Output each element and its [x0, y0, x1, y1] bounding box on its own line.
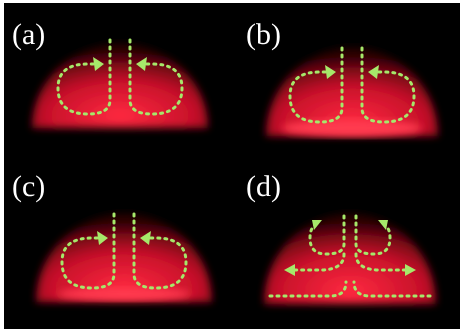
- page: (a) (b) (c) (d) (() => { const data = JS…: [0, 0, 464, 332]
- panel-label: (b): [246, 18, 281, 51]
- panel-label: (c): [12, 170, 45, 203]
- bright-band: [58, 288, 190, 300]
- panel-label: (d): [246, 170, 281, 203]
- figure: (a) (b) (c) (d): [0, 0, 464, 332]
- panel-label: (a): [12, 18, 45, 51]
- bright-band: [282, 120, 422, 136]
